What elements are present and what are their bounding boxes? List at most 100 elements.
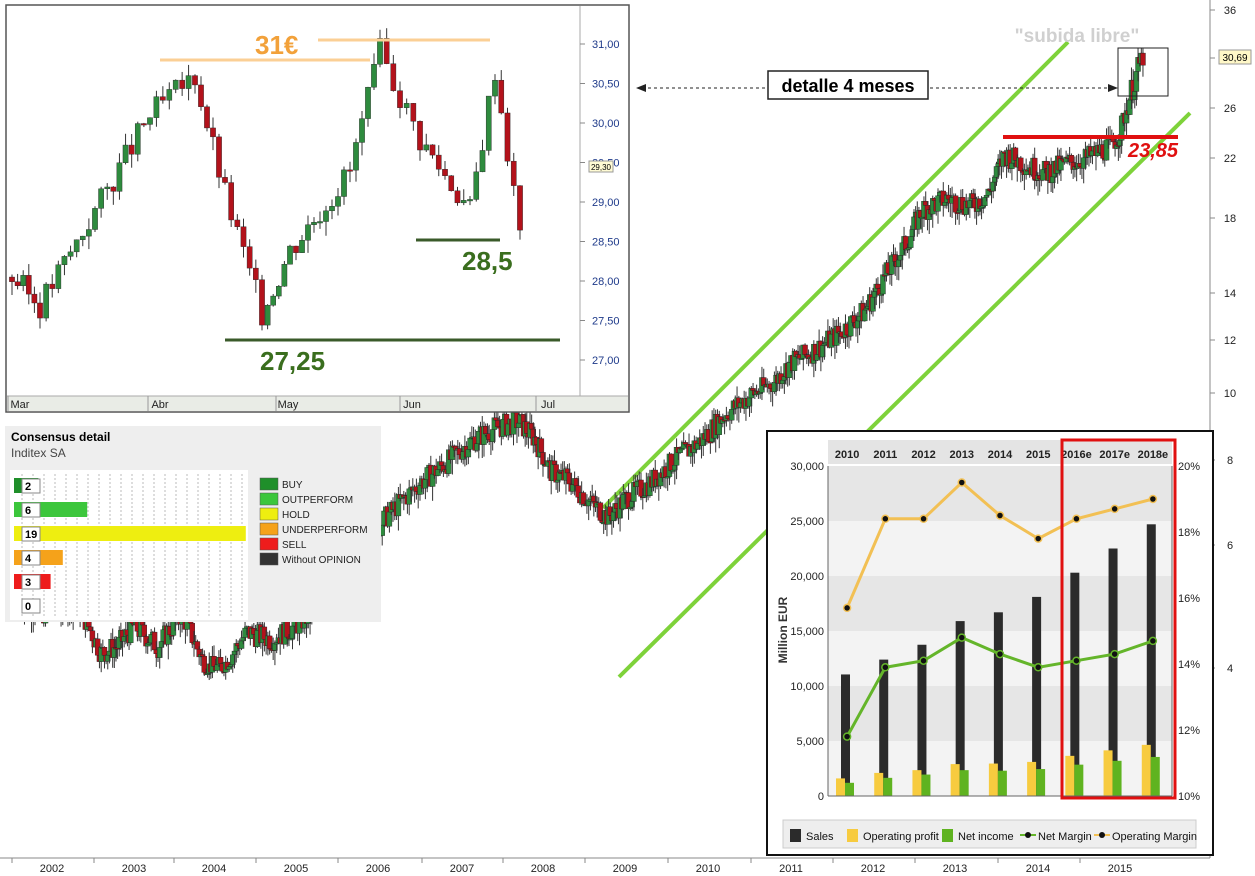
inset-candle xyxy=(116,162,123,192)
inset-candle xyxy=(264,304,271,326)
inset-candle xyxy=(37,302,43,319)
main-candle xyxy=(1140,52,1146,66)
inset-candle xyxy=(460,200,467,204)
inset-candle xyxy=(228,182,234,221)
consensus-panel: Consensus detail Inditex SA 2 6 19 4 3 0 BUY O… xyxy=(5,426,381,622)
fund-legend-label: Operating Margin xyxy=(1112,831,1197,843)
inset-candle xyxy=(442,169,448,176)
fund-legend: Sales Operating profit Net income Net Margi… xyxy=(790,829,1197,843)
channel-upper xyxy=(601,40,1070,510)
inset-candles xyxy=(9,28,523,331)
consensus-legend-label: BUY xyxy=(282,480,303,491)
consensus-count-box xyxy=(21,574,41,590)
inset-candle xyxy=(79,235,86,240)
inset-y-tick-label: 29,00 xyxy=(592,197,620,209)
inset-candle xyxy=(329,206,335,212)
inset-candle xyxy=(383,38,390,64)
detail-label-box xyxy=(767,70,929,100)
inset-candle xyxy=(98,188,104,209)
consensus-count-box xyxy=(21,502,41,518)
main-x-tick-label: 2014 xyxy=(1026,863,1050,875)
arrow-right-head xyxy=(1108,84,1118,92)
inset-candle xyxy=(198,84,204,107)
inset-candle xyxy=(73,239,80,253)
fund-y-tick-label: 5,000 xyxy=(796,736,824,748)
inset-candle xyxy=(9,276,15,282)
main-candle xyxy=(516,422,522,429)
operating-margin-point xyxy=(1033,534,1043,543)
sales-bar xyxy=(1108,548,1118,796)
inset-candle xyxy=(390,63,397,91)
net-income-bar xyxy=(1112,760,1122,796)
main-y-tick-label: 26 xyxy=(1224,103,1236,115)
inset-candle xyxy=(104,186,111,190)
inset-x-axis: Mar Abr May Jun Jul xyxy=(7,396,555,411)
net-income-bar xyxy=(1074,764,1084,796)
inset-candle xyxy=(317,221,323,224)
inset-candle xyxy=(55,264,62,289)
fund-legend-label: Operating profit xyxy=(863,831,939,843)
fund-header-band xyxy=(828,440,1172,464)
main-x-tick-label: 2013 xyxy=(943,863,967,875)
consensus-legend-label: OUTPERFORM xyxy=(282,495,353,506)
fund-y-tick-label: 25,000 xyxy=(790,516,824,528)
consensus-legend-swatch xyxy=(259,477,279,491)
fund-y2-tick-label: 16% xyxy=(1178,593,1200,605)
inset-candle xyxy=(122,144,129,163)
fund-legend-swatch xyxy=(847,829,858,842)
consensus-count: 6 xyxy=(25,505,31,517)
fund-category-label: 2018e xyxy=(1138,449,1169,461)
inset-x-tick-label: Jun xyxy=(403,399,421,411)
inset-candle xyxy=(281,264,288,287)
fund-y-tick-label: 30,000 xyxy=(790,461,824,473)
consensus-count: 2 xyxy=(25,481,31,493)
operating-profit-bar xyxy=(950,764,960,796)
consensus-legend-label: Without OPINION xyxy=(282,555,361,566)
fund-legend-label: Net income xyxy=(958,831,1014,843)
operating-profit-bar xyxy=(836,778,845,796)
inset-candle xyxy=(492,79,498,97)
fund-category-label: 2015 xyxy=(1026,449,1050,461)
inset-candle xyxy=(347,169,353,172)
main-x-tick-label: 2006 xyxy=(366,863,390,875)
main-candle xyxy=(1068,155,1075,163)
main-y-tick-label: 36 xyxy=(1224,5,1236,17)
inset-candle xyxy=(61,256,68,265)
inset-candle xyxy=(276,286,282,297)
net-income-bar xyxy=(921,774,931,796)
main-candle xyxy=(908,236,914,248)
main-x-tick-label: 2008 xyxy=(531,863,555,875)
fund-y2-tick-label: 10% xyxy=(1178,791,1200,803)
channel-lower xyxy=(617,111,1192,679)
fund-category-label: 2016e xyxy=(1061,449,1092,461)
operating-margin-point xyxy=(957,478,967,487)
main-x-tick-label: 2011 xyxy=(779,863,803,875)
trend-channel xyxy=(601,40,1192,679)
consensus-legend-swatch xyxy=(259,507,279,521)
operating-margin-point xyxy=(919,514,928,524)
fund-y-tick-label: 15,000 xyxy=(790,626,824,638)
main-y-tick-label: 8 xyxy=(1227,455,1233,467)
last-price-tag xyxy=(1218,49,1252,65)
inset-candle xyxy=(423,144,430,151)
resistance-label: 23,85 xyxy=(1127,140,1179,162)
detail-box xyxy=(1117,47,1169,97)
inset-candle xyxy=(498,79,505,114)
inset-x-tick-label: Jul xyxy=(541,399,555,411)
fund-category-label: 2010 xyxy=(835,449,859,461)
main-x-tick-label: 2007 xyxy=(450,863,474,875)
inset-candle xyxy=(147,117,153,125)
subida-libre-label: "subida libre" xyxy=(1015,26,1140,47)
inset-candle xyxy=(397,90,403,108)
net-margin-point xyxy=(842,732,852,741)
inset-candle xyxy=(222,177,228,183)
inset-candle xyxy=(172,79,179,90)
inset-y-tick-label: 31,00 xyxy=(592,39,620,51)
main-candle xyxy=(467,437,473,450)
fund-y2-tick-label: 12% xyxy=(1178,725,1200,737)
sales-bar xyxy=(917,644,927,796)
inset-candle xyxy=(234,219,241,227)
operating-profit-bar xyxy=(1065,755,1075,796)
consensus-count-box xyxy=(21,598,41,614)
consensus-title: Consensus detail xyxy=(11,430,110,444)
